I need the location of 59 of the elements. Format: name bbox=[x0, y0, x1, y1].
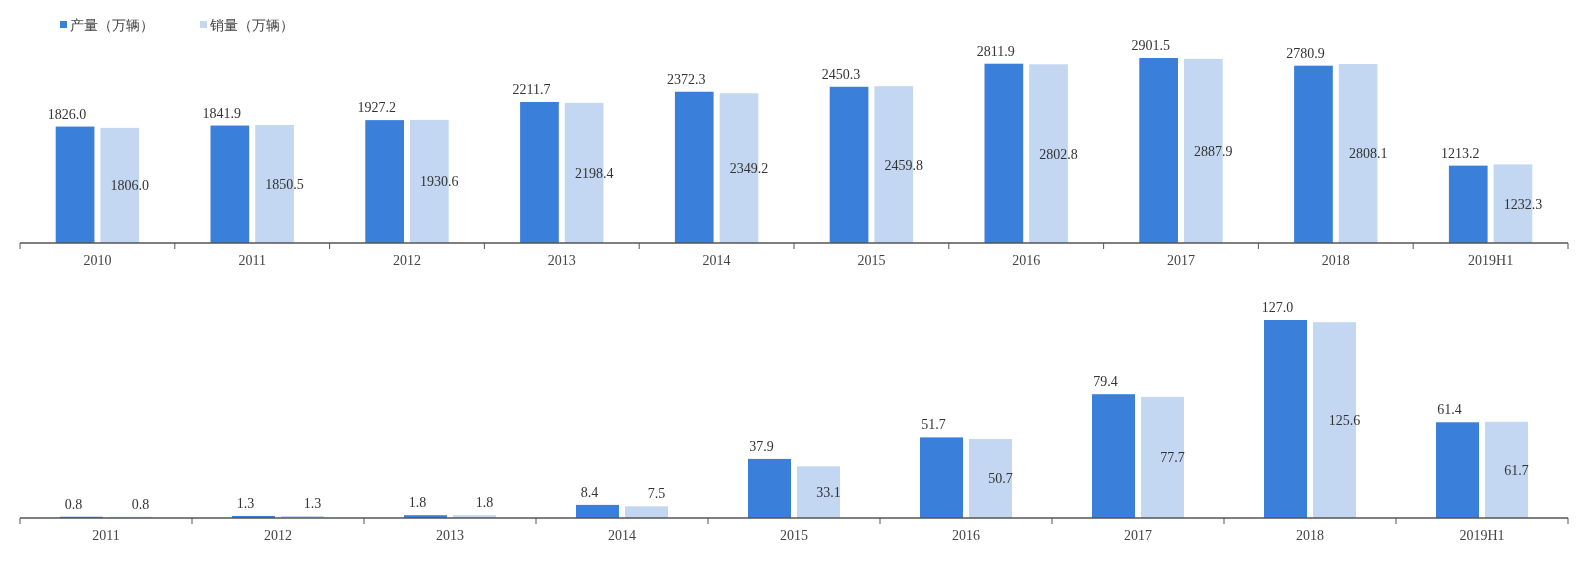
x-tick-label: 2016 bbox=[1012, 253, 1041, 268]
data-label: 2780.9 bbox=[1286, 45, 1325, 61]
x-tick-label: 2018 bbox=[1296, 528, 1324, 543]
x-tick-label: 2010 bbox=[83, 253, 112, 268]
x-tick-label: 2012 bbox=[393, 253, 421, 268]
data-label: 2887.9 bbox=[1194, 143, 1233, 159]
data-label: 2901.5 bbox=[1131, 38, 1170, 53]
x-tick-label: 2014 bbox=[608, 528, 636, 543]
data-label: 2802.8 bbox=[1039, 146, 1078, 162]
x-tick-label: 2013 bbox=[436, 528, 464, 543]
legend-label: 销量（万辆） bbox=[209, 18, 294, 33]
data-label: 1841.9 bbox=[202, 105, 242, 121]
data-label: 77.7 bbox=[1160, 450, 1185, 466]
data-label: 61.4 bbox=[1437, 402, 1462, 418]
data-label: 1927.2 bbox=[357, 100, 396, 116]
x-tick-label: 2019H1 bbox=[1459, 528, 1505, 543]
data-label: 127.0 bbox=[1261, 300, 1294, 315]
data-label: 1.8 bbox=[475, 495, 494, 511]
data-label: 0.8 bbox=[131, 496, 150, 512]
x-tick-label: 2013 bbox=[547, 253, 576, 268]
x-tick-label: 2019H1 bbox=[1468, 253, 1514, 268]
data-label: 1.3 bbox=[236, 495, 255, 511]
data-label: 2459.8 bbox=[884, 157, 923, 173]
data-label: 50.7 bbox=[988, 471, 1013, 487]
data-label: 1213.2 bbox=[1441, 145, 1480, 161]
data-label: 2450.3 bbox=[821, 66, 861, 82]
data-label: 2349.2 bbox=[729, 161, 769, 177]
x-tick-label: 2015 bbox=[857, 253, 886, 268]
data-label: 61.7 bbox=[1504, 462, 1529, 478]
x-tick-label: 2014 bbox=[702, 253, 731, 268]
data-label: 2808.1 bbox=[1348, 146, 1388, 162]
data-label: 1850.5 bbox=[265, 177, 304, 193]
x-tick-label: 2018 bbox=[1321, 253, 1350, 268]
data-label: 1232.3 bbox=[1503, 196, 1543, 212]
data-label: 1930.6 bbox=[420, 174, 459, 190]
data-label: 125.6 bbox=[1328, 413, 1361, 429]
x-tick-label: 2011 bbox=[92, 528, 120, 543]
data-label: 1.8 bbox=[408, 495, 427, 511]
data-label: 1826.0 bbox=[47, 106, 87, 122]
x-tick-label: 2017 bbox=[1124, 528, 1152, 543]
data-label: 79.4 bbox=[1093, 374, 1118, 390]
x-tick-label: 2011 bbox=[238, 253, 266, 268]
x-tick-label: 2015 bbox=[780, 528, 808, 543]
data-label: 8.4 bbox=[580, 484, 599, 500]
data-label: 1.3 bbox=[303, 495, 322, 511]
data-label: 2211.7 bbox=[512, 81, 551, 97]
data-label: 37.9 bbox=[749, 438, 774, 454]
x-tick-label: 2012 bbox=[264, 528, 292, 543]
data-label: 1806.0 bbox=[110, 178, 149, 194]
data-label: 2198.4 bbox=[574, 165, 614, 181]
data-label: 33.1 bbox=[816, 485, 841, 501]
data-label: 2811.9 bbox=[976, 43, 1015, 59]
data-label: 0.8 bbox=[64, 496, 83, 512]
x-tick-label: 2017 bbox=[1167, 253, 1195, 268]
data-label: 7.5 bbox=[647, 486, 666, 502]
x-tick-label: 2016 bbox=[952, 528, 980, 543]
legend-label: 产量（万辆） bbox=[70, 18, 154, 33]
data-label: 2372.3 bbox=[667, 71, 706, 87]
data-label: 51.7 bbox=[921, 417, 946, 433]
